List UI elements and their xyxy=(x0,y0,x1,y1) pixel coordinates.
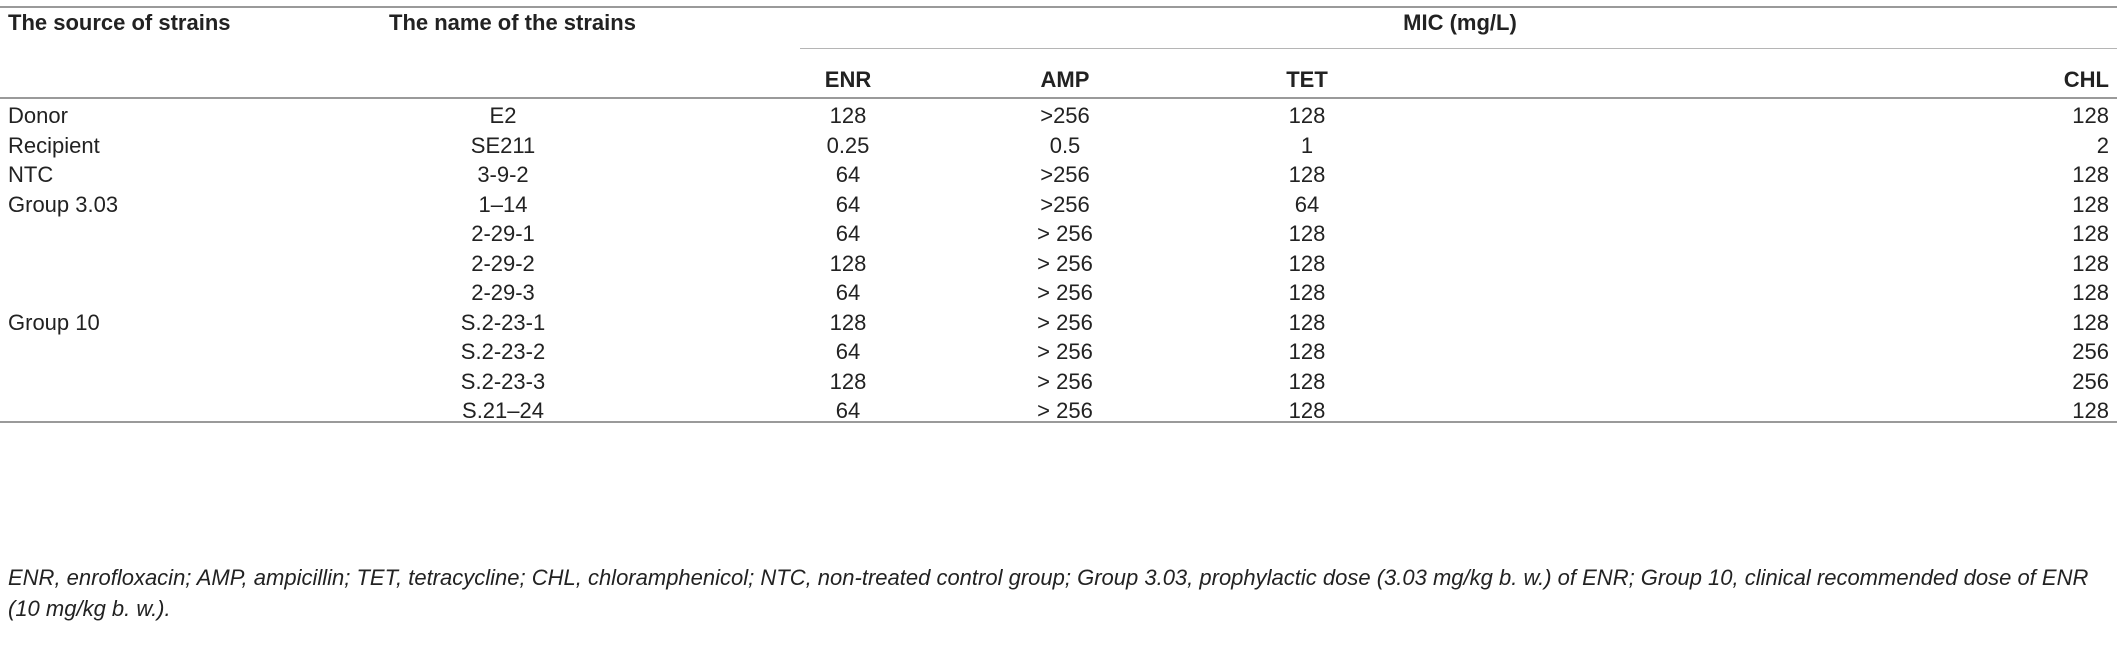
mic-group-underline xyxy=(800,48,2117,49)
table-cell-name: 2-29-2 xyxy=(471,251,535,276)
table-cell-enr: 64 xyxy=(835,192,861,217)
header-bottom-rule xyxy=(0,97,2117,99)
table-cell-tet: 128 xyxy=(1288,369,1326,394)
table-cell-name: S.2-23-3 xyxy=(460,369,546,394)
table-cell-amp: > 256 xyxy=(1037,221,1093,246)
table-bottom-rule xyxy=(0,421,2117,423)
table-cell-amp: 0.5 xyxy=(1049,133,1081,158)
table-cell-amp: >256 xyxy=(1040,162,1090,187)
table-cell-name: S.2-23-1 xyxy=(460,310,546,335)
table-cell-chl: 128 xyxy=(2072,162,2109,187)
table-cell-enr: 64 xyxy=(835,398,861,423)
table-cell-enr: 128 xyxy=(829,251,867,276)
table-cell-chl: 128 xyxy=(2072,221,2109,246)
table-cell-tet: 128 xyxy=(1288,310,1326,335)
table-cell-tet: 1 xyxy=(1300,133,1314,158)
table-cell-chl: 128 xyxy=(2072,103,2109,128)
table-top-rule xyxy=(0,6,2117,8)
table-footnote: ENR, enrofloxacin; AMP, ampicillin; TET,… xyxy=(8,565,2089,621)
table-cell-source: Recipient xyxy=(8,133,100,158)
table-cell-enr: 64 xyxy=(835,162,861,187)
table-cell-name: 2-29-1 xyxy=(471,221,535,246)
table-cell-enr: 64 xyxy=(835,339,861,364)
table-cell-enr: 128 xyxy=(829,310,867,335)
table-cell-tet: 64 xyxy=(1294,192,1320,217)
header-chl: CHL xyxy=(2063,67,2109,92)
table-cell-tet: 128 xyxy=(1288,162,1326,187)
header-mic-group: MIC (mg/L) xyxy=(1403,10,1517,35)
table-cell-tet: 128 xyxy=(1288,221,1326,246)
table-cell-source: Donor xyxy=(8,103,68,128)
table-cell-name: E2 xyxy=(489,103,517,128)
table-cell-tet: 128 xyxy=(1288,339,1326,364)
table-cell-enr: 0.25 xyxy=(826,133,870,158)
table-cell-name: 1–14 xyxy=(478,192,528,217)
table-cell-chl: 128 xyxy=(2072,192,2109,217)
table-cell-amp: >256 xyxy=(1040,103,1090,128)
table-cell-enr: 64 xyxy=(835,280,861,305)
table-cell-source: Group 10 xyxy=(8,310,100,335)
table-cell-tet: 128 xyxy=(1288,251,1326,276)
header-strain-name: The name of the strains xyxy=(389,10,636,35)
table-cell-name: 3-9-2 xyxy=(477,162,529,187)
table-cell-enr: 128 xyxy=(829,369,867,394)
table-cell-name: S.2-23-2 xyxy=(460,339,546,364)
table-cell-amp: > 256 xyxy=(1037,398,1093,423)
header-tet: TET xyxy=(1286,67,1328,92)
table-cell-tet: 128 xyxy=(1288,103,1326,128)
table-cell-name: 2-29-3 xyxy=(471,280,535,305)
table-cell-amp: > 256 xyxy=(1037,251,1093,276)
table-cell-chl: 128 xyxy=(2072,251,2109,276)
header-enr: ENR xyxy=(824,67,872,92)
table-cell-amp: > 256 xyxy=(1037,369,1093,394)
table-cell-source: Group 3.03 xyxy=(8,192,119,217)
table-cell-chl: 128 xyxy=(2072,280,2109,305)
table-cell-amp: > 256 xyxy=(1037,310,1093,335)
table-cell-tet: 128 xyxy=(1288,398,1326,423)
header-source: The source of strains xyxy=(8,10,231,35)
header-amp: AMP xyxy=(1040,67,1090,92)
table-cell-amp: > 256 xyxy=(1037,339,1093,364)
table-cell-name: S.21–24 xyxy=(462,398,544,423)
table-cell-name: SE211 xyxy=(470,133,536,158)
table-cell-tet: 128 xyxy=(1288,280,1326,305)
table-cell-chl: 128 xyxy=(2072,398,2109,423)
table-cell-enr: 64 xyxy=(835,221,861,246)
table-cell-chl: 256 xyxy=(2072,369,2109,394)
table-cell-enr: 128 xyxy=(829,103,867,128)
table-cell-amp: > 256 xyxy=(1037,280,1093,305)
table-cell-chl: 128 xyxy=(2072,310,2109,335)
table-cell-amp: >256 xyxy=(1040,192,1090,217)
table-cell-source: NTC xyxy=(8,162,54,187)
table-cell-chl: 2 xyxy=(2096,133,2109,158)
table-cell-chl: 256 xyxy=(2072,339,2109,364)
